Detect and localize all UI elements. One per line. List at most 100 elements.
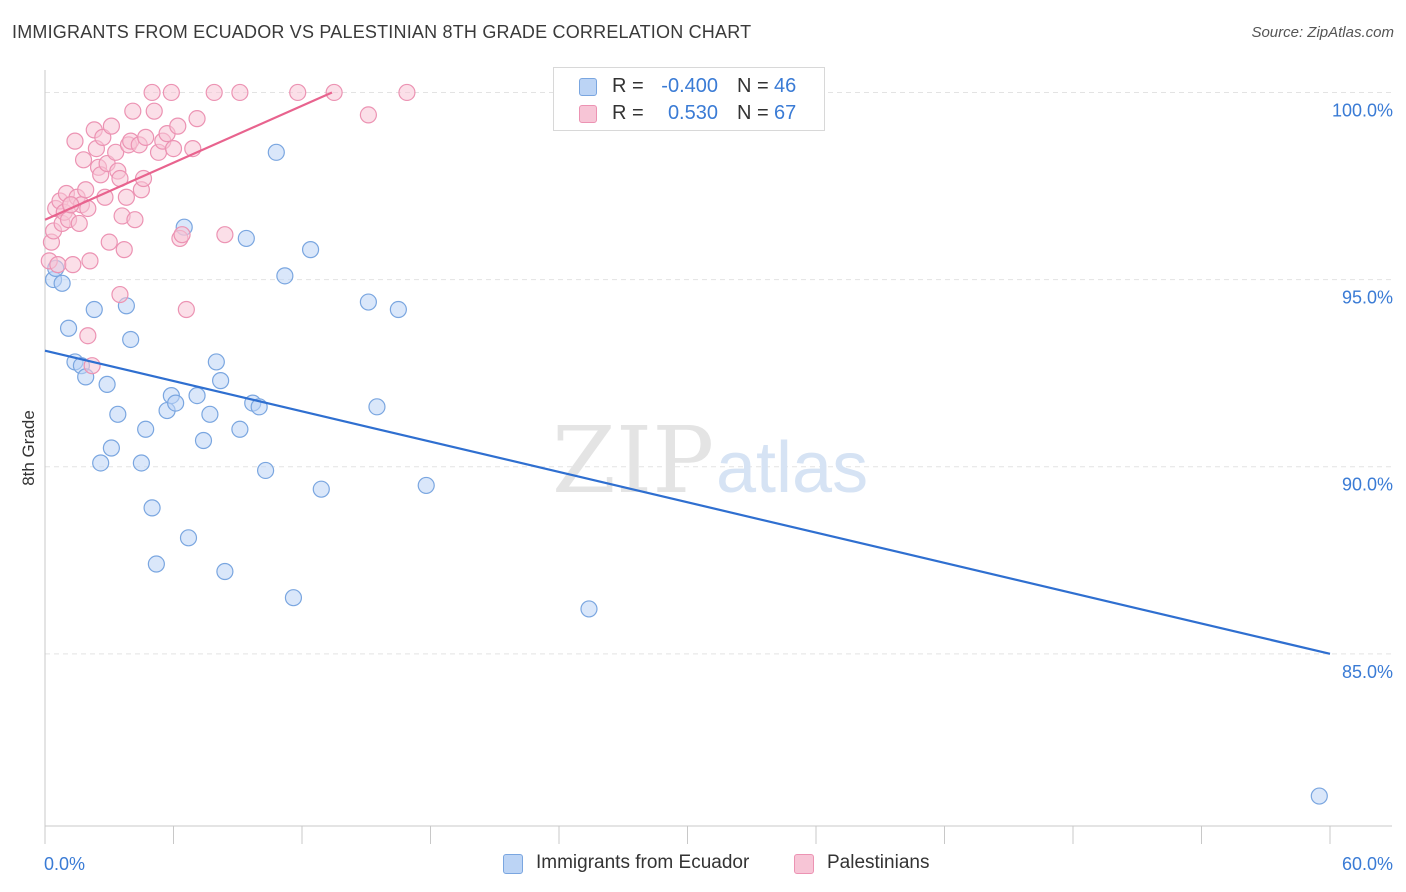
palestinian-point: [173, 226, 191, 244]
ecuador-point: [59, 319, 78, 337]
palestinian-point: [289, 83, 307, 102]
palestinian-point: [77, 181, 95, 199]
legend-swatch-pink: [579, 105, 597, 123]
watermark-atlas: atlas: [716, 428, 868, 508]
ecuador-point: [188, 387, 206, 405]
chart-source: Source: ZipAtlas.com: [1251, 24, 1394, 41]
palestinian-point: [164, 139, 183, 158]
ecuador-point: [216, 562, 234, 581]
ecuador-point: [137, 420, 155, 438]
legend-r-label: R =: [612, 75, 644, 97]
ecuador-point: [53, 274, 71, 292]
y-tick-label: 90.0%: [1342, 475, 1393, 495]
palestinian-point: [49, 256, 67, 274]
ecuador-point: [237, 229, 255, 248]
ecuador-point: [212, 372, 230, 390]
palestinian-point: [100, 233, 118, 251]
ecuador-point: [167, 394, 185, 412]
palestinian-point: [124, 102, 142, 120]
points-layer: [40, 83, 1328, 805]
watermark-zip: ZIP: [552, 407, 714, 514]
label-layer: 85.0% 90.0% 95.0% 100.0% 0.0% 60.0% 8th Grade: [19, 100, 1393, 874]
y-tick-label: 100.0%: [1332, 100, 1393, 120]
ecuador-point: [389, 300, 407, 319]
bottom-legend-swatch-blue: [503, 854, 523, 874]
legend-swatch-blue: [579, 78, 597, 96]
trend-layer: [44, 91, 1331, 655]
palestinian-point: [115, 241, 133, 259]
x-tick-label: 60.0%: [1342, 854, 1393, 874]
ecuador-point: [267, 143, 285, 161]
legend-box: R = -0.400 N = 46 R = 0.530 N = 67: [553, 67, 825, 131]
palestinian-point: [102, 117, 120, 135]
legend-n-label: N =: [737, 75, 769, 97]
ecuador-point: [92, 454, 110, 472]
ecuador-point: [284, 589, 303, 607]
palestinian-point: [79, 327, 97, 345]
ecuador-point: [102, 439, 120, 457]
ecuador-point: [194, 431, 213, 450]
ecuador-point: [143, 499, 161, 517]
palestinian-point: [169, 117, 187, 135]
palestinian-point: [70, 214, 88, 233]
ecuador-point: [359, 293, 377, 311]
legend-row-palestinians: R = 0.530 N = 67: [554, 101, 824, 127]
ecuador-point: [276, 267, 294, 285]
palestinian-point: [145, 102, 163, 120]
ecuador-point: [201, 405, 219, 423]
ecuador-point: [85, 300, 103, 319]
legend-r-label: R =: [612, 102, 644, 124]
palestinian-point: [188, 110, 206, 128]
palestinian-point: [162, 83, 180, 102]
palestinian-point: [81, 252, 99, 270]
y-axis-label: 8th Grade: [19, 410, 38, 486]
palestinian-point: [66, 132, 84, 150]
ecuador-point: [256, 461, 275, 480]
ecuador-point: [122, 330, 140, 349]
palestinian-point: [107, 143, 125, 161]
ecuador-trendline: [44, 349, 1331, 655]
palestinian-point: [205, 83, 223, 102]
palestinian-point: [231, 83, 249, 102]
ecuador-point: [417, 476, 435, 495]
legend-r-value: 0.530: [667, 102, 718, 124]
ecuador-point: [147, 555, 165, 573]
chart-title: IMMIGRANTS FROM ECUADOR VS PALESTINIAN 8…: [12, 22, 752, 42]
legend-n-value: 67: [774, 102, 797, 124]
ecuador-point: [109, 405, 127, 423]
palestinian-point: [64, 256, 82, 274]
ecuador-point: [98, 375, 116, 393]
bottom-legend-label: Palestinians: [827, 852, 930, 873]
ecuador-point: [231, 420, 249, 438]
palestinian-point: [177, 300, 195, 319]
palestinian-point: [359, 106, 377, 124]
ecuador-point: [368, 398, 386, 416]
x-tick-label: 0.0%: [44, 854, 85, 874]
legend-r-value: -0.400: [661, 75, 718, 97]
legend-n-label: N =: [737, 102, 769, 124]
axis-layer: [44, 70, 1392, 844]
palestinian-point: [216, 226, 234, 244]
palestinian-trendline: [44, 91, 333, 221]
legend-n-value: 46: [774, 75, 797, 97]
ecuador-point: [179, 529, 198, 547]
palestinian-point: [325, 83, 343, 102]
bottom-legend-swatch-pink: [794, 854, 814, 874]
bottom-legend-label: Immigrants from Ecuador: [536, 852, 750, 873]
palestinian-point: [143, 83, 161, 102]
grid-layer: [45, 91, 1392, 655]
watermark: ZIP atlas: [552, 407, 868, 514]
ecuador-point: [132, 454, 150, 472]
palestinian-point: [137, 128, 155, 146]
ecuador-point: [301, 241, 320, 259]
palestinian-point: [117, 188, 135, 206]
ecuador-point: [312, 480, 330, 498]
palestinian-point: [398, 83, 416, 102]
y-tick-label: 85.0%: [1342, 662, 1393, 682]
ecuador-point: [580, 600, 598, 618]
palestinian-point: [111, 285, 129, 304]
palestinian-point: [126, 211, 144, 229]
palestinian-point: [74, 151, 93, 169]
